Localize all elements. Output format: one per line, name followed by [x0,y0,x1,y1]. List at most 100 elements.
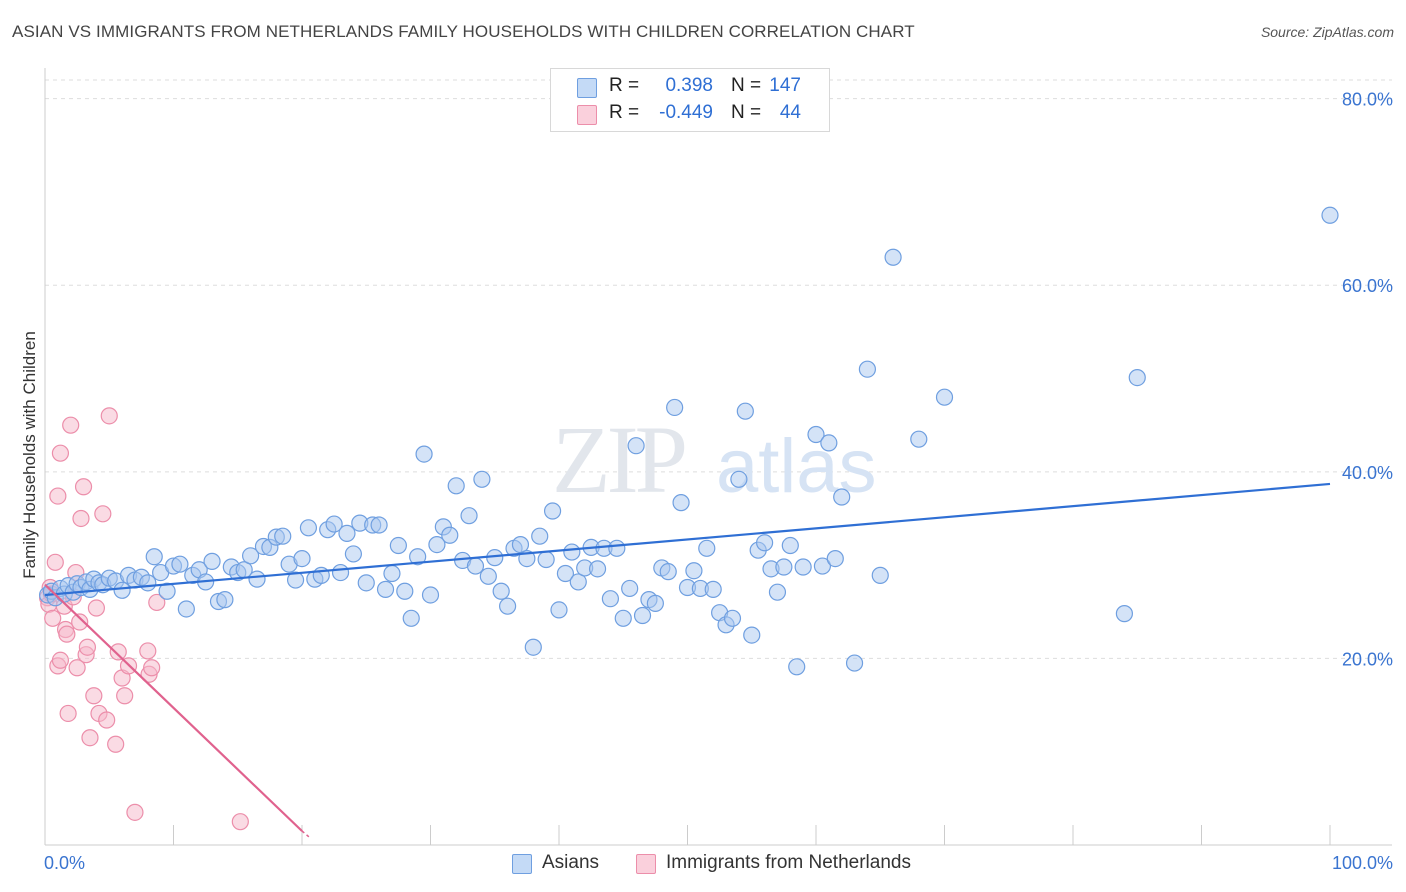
asian-point-16 [113,581,131,599]
netherlands-point-27 [94,505,112,523]
chart-title: ASIAN VS IMMIGRANTS FROM NETHERLANDS FAM… [12,22,915,41]
x-tick-label-min: 0.0% [44,853,85,873]
asian-point-26 [177,600,195,618]
asian-point-108 [704,580,722,598]
netherlands-point-19 [74,478,93,496]
asian-point-121 [788,658,806,676]
asian-point-54 [357,574,375,592]
legend-row-asians: R = 0.398 N = 147 [551,74,829,100]
asian-point-86 [563,543,581,561]
asian-point-130 [871,566,889,584]
netherlands-point-13 [59,704,77,723]
asian-point-85 [556,564,575,583]
legend-n-value: 44 [779,102,801,123]
asian-point-75 [492,582,510,600]
legend-row-netherlands: R = -0.449 N = 44 [551,101,829,127]
asian-points [38,206,1339,676]
asian-point-90 [588,560,607,578]
asian-point-82 [537,550,555,569]
asian-point-95 [621,579,639,598]
netherlands-point-40 [231,813,249,831]
asian-point-114 [743,626,761,644]
asian-point-57 [376,580,395,598]
netherlands-point-17 [68,659,86,677]
asian-point-83 [543,502,562,520]
netherlands-point-12 [58,625,76,643]
netherlands-point-20 [72,509,90,528]
asian-point-78 [511,535,530,554]
netherlands-point-39 [148,593,166,612]
asian-point-44 [293,549,311,568]
legend-swatch-netherlands [577,105,597,125]
asian-point-72 [473,470,491,488]
netherlands-point-7 [51,444,70,462]
legend-r-label: R = [609,102,640,123]
asian-point-132 [910,430,928,448]
netherlands-point-9 [51,651,70,669]
tick-label-layer: 20.0% 40.0% 60.0% 80.0% 0.0% 100.0% [44,90,1393,873]
asian-point-61 [402,609,420,627]
asian-point-45 [299,519,318,537]
asian-point-128 [845,654,864,672]
correlation-legend: R = 0.398 N = 147 R = -0.449 N = 44 [550,68,830,132]
netherlands-point-22 [78,638,97,656]
asian-point-36 [242,547,260,565]
asian-point-52 [344,545,362,563]
legend-swatch-asians [577,78,597,98]
asian-point-119 [775,558,793,576]
bottom-legend-swatch-asians [512,854,532,874]
legend-n-value: 147 [769,75,801,96]
netherlands-point-23 [81,729,99,747]
netherlands-trend-extension [301,830,311,839]
asian-point-58 [383,564,401,583]
asian-point-116 [755,534,774,552]
asian-point-70 [460,507,478,525]
asian-point-96 [627,437,645,455]
asian-point-64 [421,586,440,604]
y-tick-label-80: 80.0% [1342,90,1393,110]
watermark: ZIP atlas [552,406,877,513]
y-tick-label-40: 40.0% [1342,463,1393,483]
legend-r-value: -0.449 [659,102,713,123]
chart-source: Source: ZipAtlas.com [1260,24,1394,40]
netherlands-point-38 [143,659,161,677]
asian-point-43 [286,571,305,589]
asian-point-84 [550,601,568,619]
legend-n-label: N = [731,75,762,96]
bottom-legend-label-netherlands: Immigrants from Netherlands [666,852,911,873]
asian-point-97 [633,606,652,625]
asian-point-102 [666,398,684,417]
bottom-legend-swatch-netherlands [636,854,656,874]
axis-layer [44,68,1392,846]
asian-point-134 [1115,605,1134,623]
asian-point-103 [672,494,690,512]
legend-n-label: N = [731,102,762,123]
asian-point-94 [614,609,632,627]
asian-point-123 [807,425,825,444]
netherlands-point-5 [46,553,64,571]
asian-trend-line [44,482,1331,597]
netherlands-point-33 [116,687,134,705]
asian-point-51 [338,524,356,543]
asian-point-23 [158,582,176,600]
netherlands-points [38,407,249,831]
asian-point-111 [723,609,742,627]
asian-point-30 [203,552,221,570]
asian-point-105 [685,562,703,580]
asian-point-56 [370,516,388,534]
asian-point-62 [409,548,427,566]
asian-point-49 [325,515,343,533]
asian-point-63 [415,445,433,463]
asian-point-135 [1128,369,1146,387]
netherlands-point-35 [126,803,144,821]
asian-point-122 [794,558,812,576]
asian-point-101 [659,563,677,581]
asian-point-129 [858,360,877,378]
asian-point-60 [396,582,414,600]
asian-point-65 [428,535,446,554]
legend-r-value: 0.398 [665,75,713,96]
bottom-legend-label-asians: Asians [542,852,600,873]
netherlands-point-31 [109,643,127,661]
legend-r-label: R = [609,75,640,96]
asian-point-127 [833,488,851,506]
